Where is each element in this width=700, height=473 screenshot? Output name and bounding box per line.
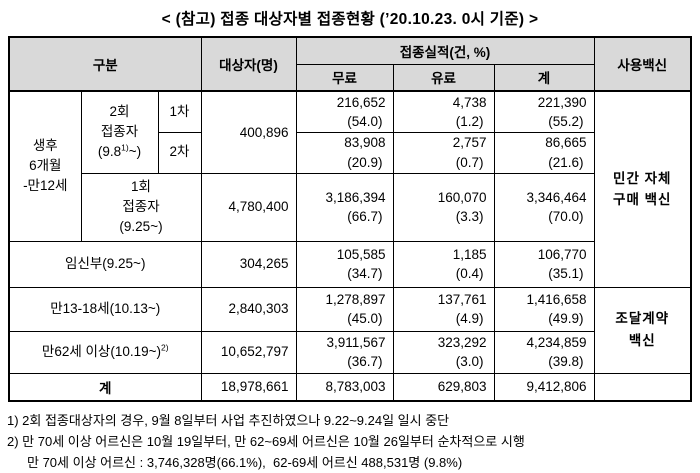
cell-line: 접종자 (100, 124, 139, 140)
header-vaccine-used: 사용백신 (593, 36, 692, 92)
cell-line: 2회 (109, 103, 130, 119)
cell-line: 백신 (628, 333, 656, 348)
one-dose-sum-cell: 3,346,464 (70.0) (493, 172, 595, 242)
total-paid-cell: 629,803 (392, 372, 495, 402)
group-one-dose-cell: 1회 접종자 (9.25~) (80, 172, 202, 242)
footnote-2-continued: 만 70세 이상 어르신 : 3,746,328명(66.1%), 62-69세… (27, 455, 463, 471)
header-performance: 접종실적(건, %) (295, 36, 595, 65)
row-total: 계 18,978,661 8,783,003 629,803 9,412,806 (8, 372, 692, 402)
header-row-2: 무료 유료 계 (9, 63, 691, 92)
cell-line: -만12세 (23, 178, 68, 194)
row-one-dose: 1회 접종자 (9.25~) 4,780,400 3,186,394 (66.7… (9, 172, 691, 242)
two-dose-target-cell: 400,896 (200, 90, 297, 174)
page-title: < (참고) 접종 대상자별 접종현황 (’20.10.23. 0시 기준) > (161, 11, 539, 28)
dose1-sum-cell: 221,390 (55.2) (493, 90, 595, 133)
one-dose-paid-cell: 160,070 (3.3) (392, 172, 495, 242)
dose1-free-cell: 216,652 (54.0) (295, 90, 394, 133)
header-gubun: 구분 (8, 36, 202, 92)
age13-18-paid-cell: 137,761 (4.9) (392, 286, 495, 332)
header-free: 무료 (295, 63, 394, 92)
one-dose-free-cell: 3,186,394 (66.7) (295, 172, 394, 242)
row-pregnant: 임신부(9.25~) 304,265 105,585 (34.7) 1,185 … (8, 240, 691, 288)
pregnant-sum-cell: 106,770 (35.1) (493, 240, 595, 288)
dose2-sum-cell: 86,665 (21.6) (493, 131, 595, 174)
cell-line: 민간 자체 (613, 170, 672, 186)
row-dose2: 2차 83,908 (20.9) 2,757 (0.7) 86,665 (21.… (9, 131, 691, 174)
footnote-1: 1) 2회 접종대상자의 경우, 9월 8일부터 사업 추진하였으나 9.22~… (7, 413, 450, 428)
dose2-paid-cell: 2,757 (0.7) (392, 131, 495, 174)
age62-label-cell: 만62세 이상(10.19~)2) (8, 330, 202, 374)
row-dose1: 생후 6개월 -만12세 2회 접종자 (9.81)~) 1차 400,896 … (8, 90, 692, 288)
dose2-free-cell: 83,908 (20.9) (295, 131, 394, 174)
cell-line: (9.25~) (119, 219, 163, 235)
vaccination-status-table: 구분 대상자(명) 접종실적(건, %) 사용백신 무료 유료 계 생후 6개월… (8, 36, 693, 402)
vaccine-private-cell: 민간 자체 구매 백신 (593, 90, 692, 288)
vaccine-procurement-cell: 조달계약 백신 (593, 286, 692, 374)
row-age62: 만62세 이상(10.19~)2) 10,652,797 3,911,567 (… (8, 330, 691, 374)
cell-line: (9.81)~) (97, 142, 142, 160)
age62-sum-cell: 4,234,859 (39.8) (493, 330, 595, 374)
age13-18-sum-cell: 1,416,658 (49.9) (493, 286, 595, 332)
row-age13-18: 만13-18세(10.13~) 2,840,303 1,278,897 (45.… (8, 286, 692, 374)
total-vaccine-empty-cell (593, 372, 692, 402)
pregnant-label-cell: 임신부(9.25~) (8, 240, 202, 288)
total-target-cell: 18,978,661 (200, 372, 297, 402)
pregnant-target-cell: 304,265 (200, 240, 297, 288)
cell-line: 생후 (32, 137, 58, 153)
total-sum-cell: 9,412,806 (493, 372, 595, 402)
total-free-cell: 8,783,003 (295, 372, 394, 402)
one-dose-target-cell: 4,780,400 (200, 172, 297, 242)
age62-free-cell: 3,911,567 (36.7) (295, 330, 394, 374)
dose2-label-cell: 2차 (157, 131, 202, 174)
header-row-1: 구분 대상자(명) 접종실적(건, %) 사용백신 (8, 36, 692, 92)
age62-paid-cell: 323,292 (3.0) (392, 330, 495, 374)
cell-line: 접종자 (122, 198, 160, 214)
pregnant-paid-cell: 1,185 (0.4) (392, 240, 495, 288)
footnote-ref-2: 2) (161, 342, 169, 353)
cell-line: 구매 백신 (613, 192, 672, 208)
age13-18-free-cell: 1,278,897 (45.0) (295, 286, 394, 332)
footnote-2: 2) 만 70세 이상 어르신은 10월 19일부터, 만 62~69세 어르신… (7, 434, 525, 450)
footnote-ref-1: 1) (121, 142, 129, 153)
age62-target-cell: 10,652,797 (200, 330, 297, 374)
total-label-cell: 계 (8, 372, 202, 402)
age13-18-label-cell: 만13-18세(10.13~) (8, 286, 202, 332)
cell-line: 6개월 (29, 158, 62, 174)
footnotes: 1) 2회 접종대상자의 경우, 9월 8일부터 사업 추진하였으나 9.22~… (7, 410, 700, 473)
dose1-label-cell: 1차 (157, 90, 202, 133)
header-sum: 계 (493, 63, 595, 92)
header-paid: 유료 (392, 63, 495, 92)
cell-line: 조달계약 (615, 311, 670, 327)
age13-18-target-cell: 2,840,303 (200, 286, 297, 332)
header-target-count: 대상자(명) (200, 36, 297, 92)
cell-line: 1회 (131, 178, 151, 194)
pregnant-free-cell: 105,585 (34.7) (295, 240, 394, 288)
dose1-paid-cell: 4,738 (1.2) (392, 90, 495, 133)
group-two-dose-cell: 2회 접종자 (9.81)~) (80, 90, 159, 174)
group-infant-cell: 생후 6개월 -만12세 (8, 90, 82, 242)
